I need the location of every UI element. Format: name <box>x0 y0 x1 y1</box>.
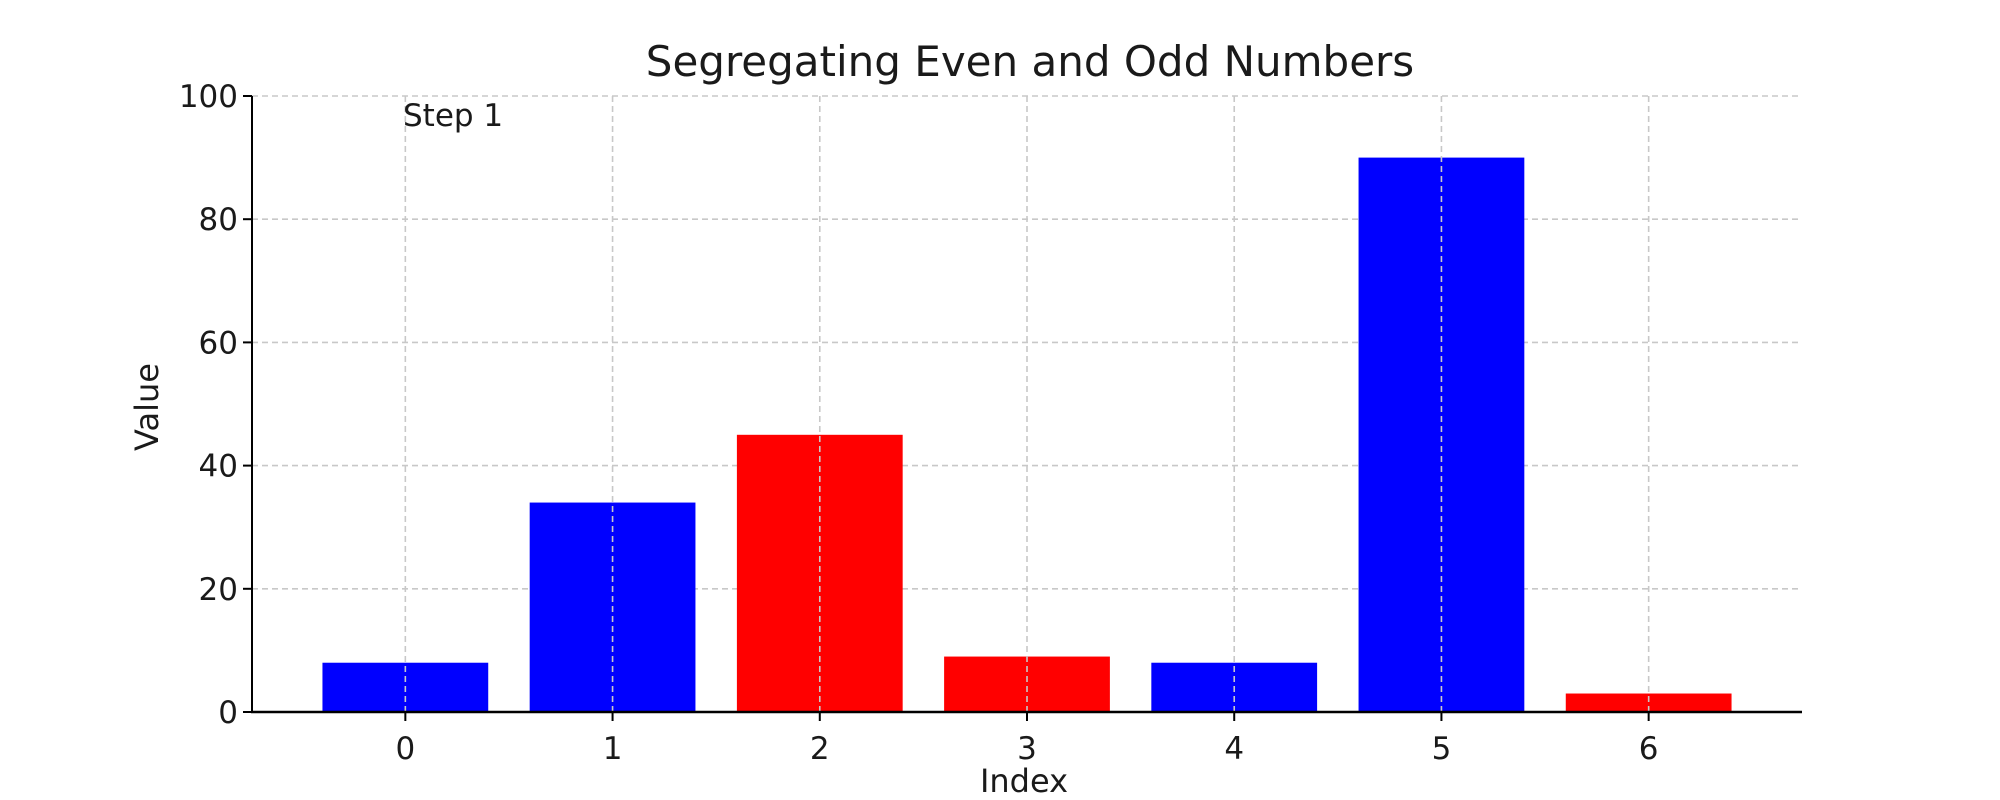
x-tick-label: 4 <box>1224 731 1244 767</box>
x-tick-label: 2 <box>810 731 830 767</box>
x-axis-label: Index <box>980 762 1068 800</box>
y-tick-label: 60 <box>199 325 238 361</box>
y-tick-label: 100 <box>179 79 238 115</box>
y-axis-label: Value <box>128 363 166 451</box>
bar-index-6 <box>1565 693 1732 712</box>
y-tick-label: 80 <box>199 202 238 238</box>
x-tick-label: 6 <box>1639 731 1659 767</box>
x-tick-label: 3 <box>1017 731 1037 767</box>
chart-title: Segregating Even and Odd Numbers <box>646 37 1414 86</box>
x-tick-label: 0 <box>395 731 415 767</box>
y-tick-label: 0 <box>218 695 238 731</box>
y-tick-label: 40 <box>199 449 238 485</box>
x-tick-label: 5 <box>1432 731 1452 767</box>
ticks-layer: 0 20 40 60 80 100 0 1 2 3 4 5 6 <box>179 79 1659 767</box>
step-annotation: Step 1 <box>403 98 503 134</box>
bar-index-3 <box>944 656 1110 712</box>
axes-layer <box>251 96 1802 714</box>
x-tick-label: 1 <box>603 731 623 767</box>
y-tick-label: 20 <box>199 572 238 608</box>
